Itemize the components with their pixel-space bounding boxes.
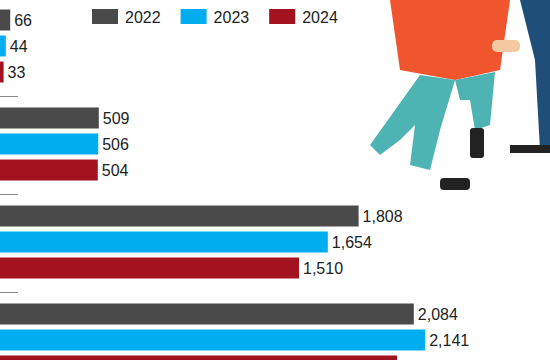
figure-shoe <box>440 178 470 190</box>
figure-shoe <box>470 128 484 158</box>
group-separator <box>0 292 18 293</box>
data-label: 2,141 <box>429 332 469 349</box>
bar <box>0 206 359 227</box>
data-label: 1,510 <box>303 260 343 277</box>
chart-root: 66 509 1,808 2,084 44 506 1,654 2,141 33 504 1,510… <box>0 0 550 360</box>
figure-pants <box>520 0 550 150</box>
data-label: 66 <box>14 12 32 29</box>
legend-swatch <box>92 9 118 24</box>
bar <box>0 36 6 57</box>
legend-label: 2023 <box>214 9 250 26</box>
figure-shoe <box>510 145 550 153</box>
data-label: 506 <box>102 136 129 153</box>
group-separator <box>0 194 18 195</box>
legend-swatch <box>181 9 207 24</box>
bar <box>0 356 397 360</box>
bar <box>0 304 414 325</box>
bar <box>0 160 98 181</box>
figure-hand <box>492 40 520 52</box>
group-separator <box>0 96 18 97</box>
data-label: 1,808 <box>363 208 403 225</box>
data-label: 44 <box>10 38 28 55</box>
data-label: 33 <box>8 64 26 81</box>
legend-label: 2024 <box>302 9 338 26</box>
legend-label: 2022 <box>125 9 161 26</box>
data-label: 2,084 <box>418 306 458 323</box>
illustration <box>370 0 550 190</box>
bar <box>0 134 98 155</box>
chart-svg: 66 509 1,808 2,084 44 506 1,654 2,141 33 504 1,510… <box>0 0 550 360</box>
bar <box>0 108 99 129</box>
figure-leg-right <box>455 72 495 130</box>
legend-swatch <box>269 9 295 24</box>
data-label: 1,654 <box>332 234 372 251</box>
bar <box>0 10 10 31</box>
bar <box>0 62 4 83</box>
data-label: 509 <box>103 110 130 127</box>
data-label: 504 <box>102 162 129 179</box>
figure-leg-left <box>370 75 455 170</box>
legend: 2022 2023 2024 <box>92 9 338 26</box>
bar <box>0 258 299 279</box>
figure-jacket <box>390 0 510 80</box>
bar <box>0 232 328 253</box>
bars <box>0 10 425 360</box>
data-labels: 66 509 1,808 2,084 44 506 1,654 2,141 33 504 1,510 <box>8 12 470 349</box>
bar <box>0 330 425 351</box>
